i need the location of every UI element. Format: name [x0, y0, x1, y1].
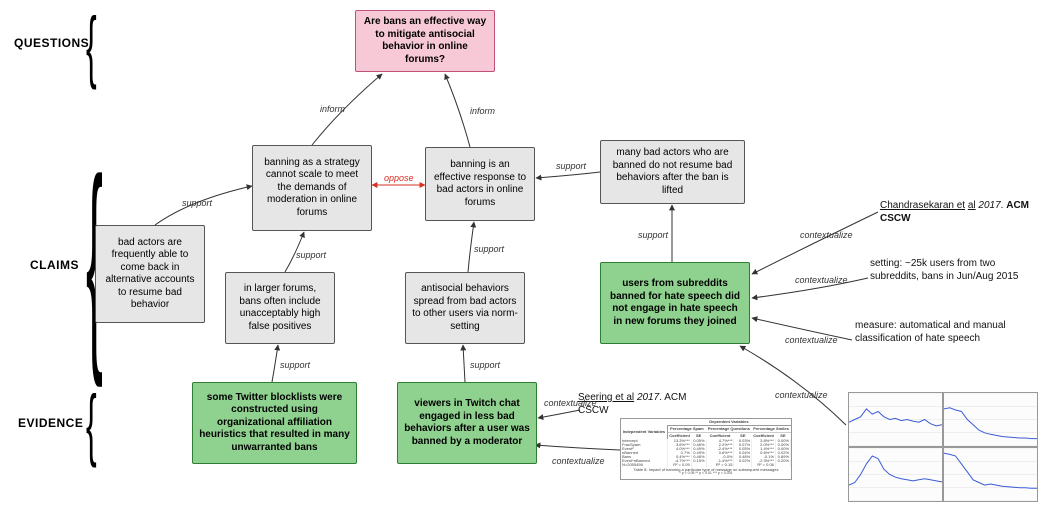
context-chandrasekaran-charts: [848, 392, 1038, 502]
edge-label: contextualize: [775, 390, 828, 400]
edge-label: contextualize: [800, 230, 853, 240]
node-claim-effective: banning is an effective response to bad …: [425, 147, 535, 221]
diagram-canvas: { "canvas": { "width": 1050, "height": 5…: [0, 0, 1050, 514]
edge-label: support: [474, 244, 504, 254]
edge-label: contextualize: [544, 398, 597, 408]
node-text: banning as a strategy cannot scale to me…: [259, 157, 365, 220]
context-chandrasekaran-citation: Chandrasekaran et al 2017. ACM CSCW: [880, 200, 1040, 225]
edge-label: support: [556, 161, 586, 171]
context-setting: setting: ~25k users from two subreddits,…: [870, 258, 1035, 283]
node-evidence-twitter: some Twitter blocklists were constructed…: [192, 382, 357, 464]
node-evidence-subreddit: users from subreddits banned for hate sp…: [600, 262, 750, 344]
edge-label: support: [296, 250, 326, 260]
edge-label: support: [638, 230, 668, 240]
node-claim-no-resume: many bad actors who are banned do not re…: [600, 140, 745, 204]
node-text: in larger forums, bans often include una…: [232, 283, 328, 333]
brace-evidence: {: [86, 384, 97, 464]
row-label-questions: QUESTIONS: [14, 36, 89, 50]
edge-label: contextualize: [552, 456, 605, 466]
context-seering-citation: Seering et al 2017. ACM CSCW: [578, 392, 708, 417]
node-claim-alt-accounts: bad actors are frequently able to come b…: [95, 225, 205, 323]
edge-label: support: [280, 360, 310, 370]
node-evidence-twitch: viewers in Twitch chat engaged in less b…: [397, 382, 537, 464]
edge-label: oppose: [384, 173, 414, 183]
node-claim-norm: antisocial behaviors spread from bad act…: [405, 272, 525, 344]
edge-label: contextualize: [795, 275, 848, 285]
node-claim-scale: banning as a strategy cannot scale to me…: [252, 145, 372, 231]
node-text: viewers in Twitch chat engaged in less b…: [404, 398, 530, 448]
node-text: users from subreddits banned for hate sp…: [607, 278, 743, 328]
context-seering-table: Dependent VariablesIndependent Variables…: [620, 418, 792, 480]
edge-label: contextualize: [785, 335, 838, 345]
node-text: bad actors are frequently able to come b…: [102, 237, 198, 312]
node-text: antisocial behaviors spread from bad act…: [412, 283, 518, 333]
brace-questions: {: [86, 6, 97, 86]
node-text: many bad actors who are banned do not re…: [607, 147, 738, 197]
node-claim-false-pos: in larger forums, bans often include una…: [225, 272, 335, 344]
edge-label: inform: [470, 106, 495, 116]
row-label-claims: CLAIMS: [30, 258, 79, 272]
context-measure: measure: automatical and manual classifi…: [855, 320, 1030, 345]
node-text: some Twitter blocklists were constructed…: [199, 392, 350, 455]
edge-label: support: [470, 360, 500, 370]
row-label-evidence: EVIDENCE: [18, 416, 83, 430]
node-question-q1: Are bans an effective way to mitigate an…: [355, 10, 495, 72]
node-text: Are bans an effective way to mitigate an…: [362, 16, 488, 66]
node-text: banning is an effective response to bad …: [432, 159, 528, 209]
edge-label: support: [182, 198, 212, 208]
edge-label: inform: [320, 104, 345, 114]
